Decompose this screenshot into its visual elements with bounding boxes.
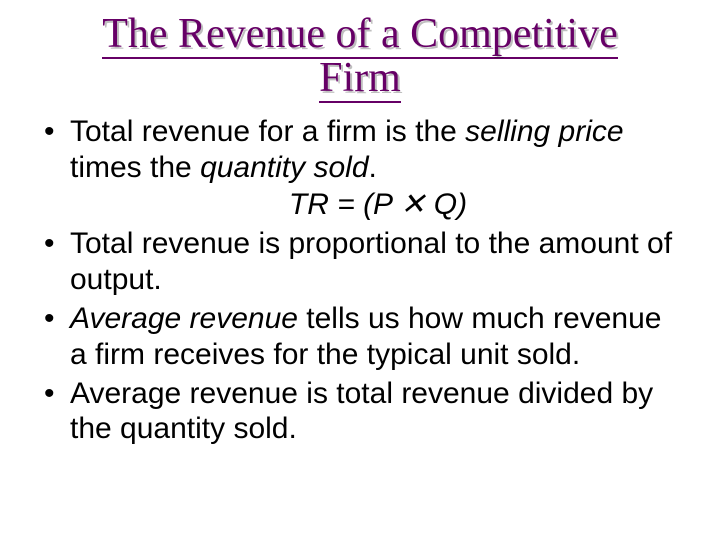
bullet-text: Total revenue for a firm is the selling … bbox=[70, 114, 686, 185]
bullet-list: Total revenue for a firm is the selling … bbox=[28, 114, 692, 447]
bullet-item: Average revenue is total revenue divided… bbox=[40, 376, 686, 447]
text-segment: quantity sold bbox=[200, 151, 368, 184]
text-segment: . bbox=[369, 151, 377, 184]
bullet-text: Total revenue is proportional to the amo… bbox=[70, 226, 686, 297]
slide-title: The Revenue of a Competitive Firm bbox=[28, 12, 692, 100]
text-segment: selling price bbox=[465, 115, 623, 148]
text-segment: Average revenue is total revenue divided… bbox=[70, 377, 653, 445]
text-segment: Average revenue bbox=[70, 302, 298, 335]
bullet-item: Average revenue tells us how much revenu… bbox=[40, 301, 686, 372]
bullet-text: Average revenue is total revenue divided… bbox=[70, 376, 686, 447]
bullet-text: Average revenue tells us how much revenu… bbox=[70, 301, 686, 372]
bullet-item: Total revenue for a firm is the selling … bbox=[40, 114, 686, 222]
text-segment: Total revenue for a firm is the bbox=[70, 115, 465, 148]
bullet-item: Total revenue is proportional to the amo… bbox=[40, 226, 686, 297]
title-line-2: Firm bbox=[319, 55, 401, 103]
text-segment: Total revenue is proportional to the amo… bbox=[70, 227, 672, 295]
formula: TR = (P ✕ Q) bbox=[70, 187, 686, 222]
slide: The Revenue of a Competitive Firm Total … bbox=[0, 0, 720, 540]
text-segment: times the bbox=[70, 151, 200, 184]
title-line-1: The Revenue of a Competitive bbox=[102, 11, 618, 59]
